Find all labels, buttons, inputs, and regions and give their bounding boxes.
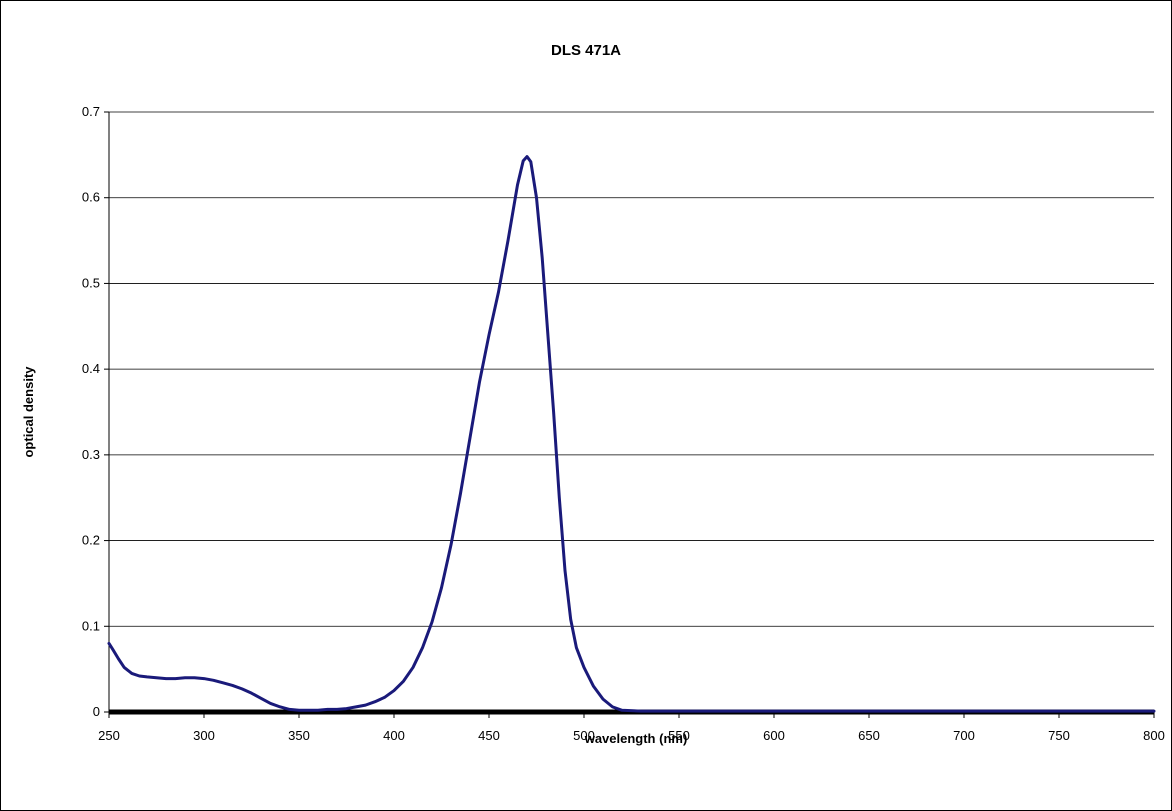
y-tick-label: 0.6 [82, 190, 100, 205]
x-tick-label: 700 [953, 728, 975, 743]
y-tick-label: 0.1 [82, 618, 100, 633]
x-tick-label: 550 [668, 728, 690, 743]
x-tick-label: 500 [573, 728, 595, 743]
x-tick-label: 400 [383, 728, 405, 743]
x-tick-label: 650 [858, 728, 880, 743]
x-tick-label: 750 [1048, 728, 1070, 743]
y-tick-label: 0.7 [82, 104, 100, 119]
grid-lines [109, 111, 1154, 627]
y-tick-labels: 0 0.1 0.2 0.3 0.4 0.5 0.6 0.7 [82, 104, 100, 719]
x-tick-label: 800 [1143, 728, 1165, 743]
axes [104, 111, 1155, 718]
series-layer [107, 155, 1156, 713]
y-tick-label: 0.3 [82, 447, 100, 462]
plot-area [104, 111, 1156, 718]
y-tick-label: 0.2 [82, 533, 100, 548]
x-tick-labels: 250 300 350 400 450 500 550 600 650 700 750 800 [98, 728, 1165, 743]
chart-title: DLS 471A [551, 42, 621, 59]
y-tick-label: 0 [93, 704, 100, 719]
y-tick-label: 0.5 [82, 275, 100, 290]
y-axis-title: optical density [21, 366, 36, 458]
x-tick-label: 300 [193, 728, 215, 743]
y-tick-label: 0.4 [82, 361, 100, 376]
x-tick-label: 250 [98, 728, 120, 743]
x-tick-label: 450 [478, 728, 500, 743]
x-tick-label: 600 [763, 728, 785, 743]
x-tick-label: 350 [288, 728, 310, 743]
series-line [107, 155, 1156, 713]
x-axis-title: wavelength (nm) [584, 731, 688, 746]
